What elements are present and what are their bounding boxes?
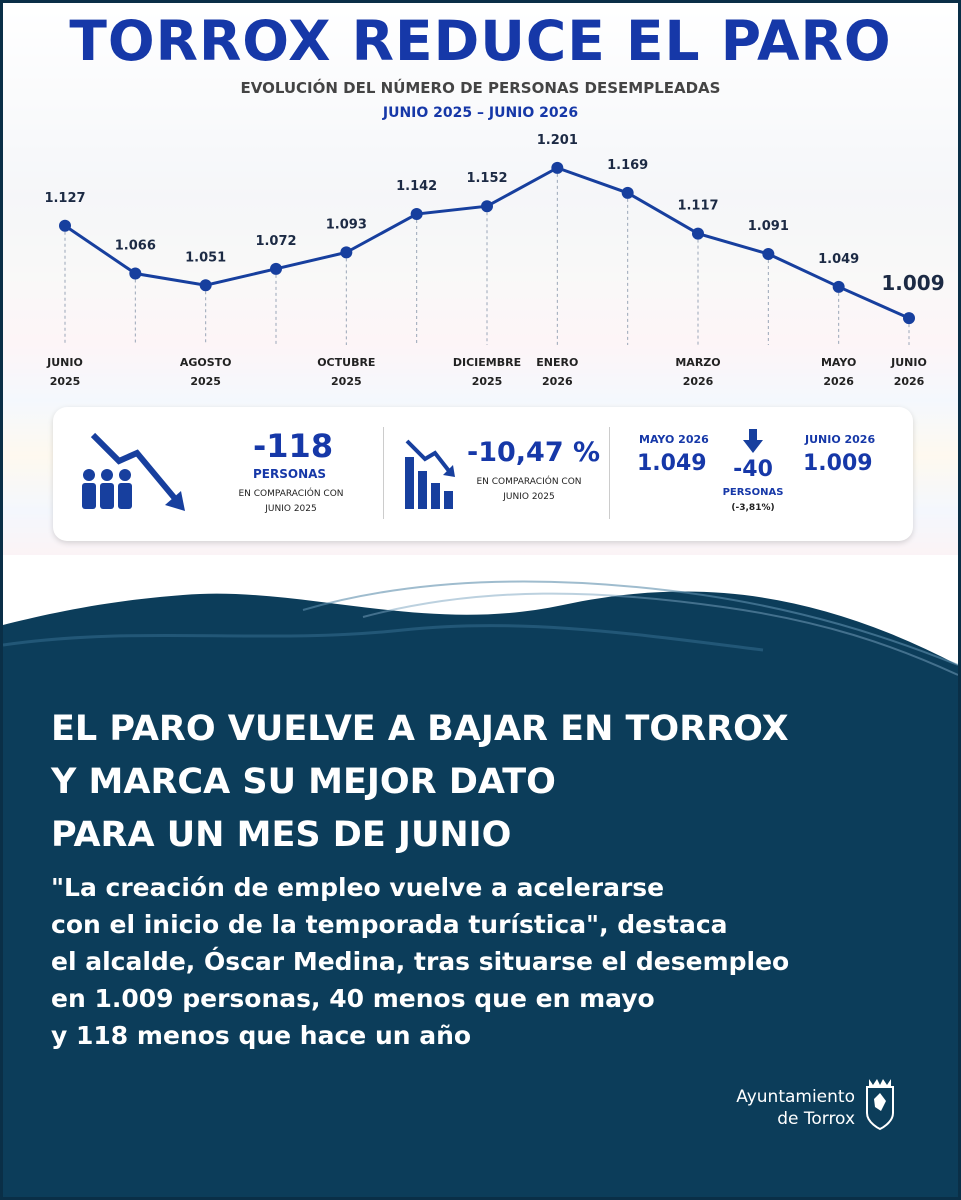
x-tick-label: JUNIO 2026 — [891, 356, 927, 388]
to-value: 1.009 — [803, 451, 873, 476]
logo-text: Ayuntamiento de Torrox — [703, 1086, 855, 1130]
data-point — [59, 219, 71, 232]
x-tick-label: MARZO 2026 — [675, 356, 721, 388]
headline-line: PARA UN MES DE JUNIO — [51, 815, 512, 855]
value-label: 1.127 — [44, 191, 85, 206]
data-point — [692, 227, 704, 240]
bars-trend-icon — [405, 439, 455, 509]
value-label: 1.051 — [185, 250, 226, 265]
from-label: MAYO 2026 — [639, 433, 709, 446]
line-chart: 1.127 1.066 1.051 1.072 1.093 1.142 1.152 1.201… — [44, 133, 945, 345]
data-point — [129, 267, 142, 280]
data-point — [551, 161, 564, 174]
quote: "La creación de empleo vuelve a acelerar… — [51, 869, 789, 1054]
wave-decoration — [3, 555, 958, 676]
x-tick-label: DICIEMBRE 2025 — [452, 356, 522, 388]
value-label: 1.201 — [537, 133, 578, 148]
annual-change: -118 — [253, 427, 334, 465]
stats-panel: -118 PERSONAS EN COMPARACIÓN CON JUNIO 2… — [53, 407, 913, 541]
data-point — [481, 200, 493, 213]
news-panel — [3, 555, 958, 1197]
data-point — [340, 246, 353, 259]
data-point — [762, 247, 775, 260]
logo-line: Ayuntamiento — [736, 1087, 855, 1107]
value-label: 1.142 — [396, 179, 437, 194]
data-point — [199, 279, 212, 292]
value-label: 1.117 — [677, 199, 718, 214]
x-tick-label: OCTUBRE 2025 — [317, 356, 376, 388]
quote-line: el alcalde, Óscar Medina, tras situarse … — [51, 947, 790, 976]
quote-line: "La creación de empleo vuelve a acelerar… — [51, 873, 665, 902]
headline: EL PARO VUELVE A BAJAR EN TORROX Y MARCA… — [51, 703, 789, 862]
value-label: 1.072 — [255, 234, 296, 249]
separator — [609, 427, 610, 519]
people-trend-icon — [82, 432, 185, 511]
value-label: 1.009 — [881, 271, 944, 295]
from-value: 1.049 — [637, 451, 707, 476]
logo-line: de Torrox — [777, 1109, 855, 1129]
subtitle: EVOLUCIÓN DEL NÚMERO DE PERSONAS DESEMPL… — [240, 79, 721, 97]
title: TORROX REDUCE EL PARO — [69, 9, 892, 73]
value-label: 1.049 — [818, 252, 859, 267]
quote-line: y 118 menos que hace un año — [51, 1021, 472, 1050]
monthly-percent: (-3,81%) — [731, 503, 775, 513]
data-point — [621, 186, 634, 199]
data-point — [903, 312, 915, 325]
headline-line: Y MARCA SU MEJOR DATO — [51, 762, 556, 802]
data-point — [832, 280, 845, 293]
annual-note: EN COMPARACIÓN CON JUNIO 2025 — [238, 489, 344, 514]
percent-note: EN COMPARACIÓN CON JUNIO 2025 — [476, 477, 582, 502]
value-label: 1.093 — [326, 217, 367, 232]
value-label: 1.066 — [115, 239, 156, 254]
quote-line: con el inicio de la temporada turística"… — [51, 910, 728, 939]
coat-of-arms — [866, 1079, 894, 1131]
x-tick-label: MAYO 2026 — [820, 356, 857, 388]
value-label: 1.169 — [607, 158, 648, 173]
value-label: 1.091 — [748, 219, 789, 234]
monthly-change: -40 — [733, 457, 773, 482]
monthly-unit: PERSONAS — [722, 487, 784, 498]
x-tick-label: JUNIO 2025 — [47, 356, 83, 388]
data-point — [410, 208, 423, 221]
period: JUNIO 2025 – JUNIO 2026 — [382, 105, 579, 121]
data-point — [270, 262, 282, 275]
percent-change: -10,47 % — [467, 437, 601, 468]
quote-line: en 1.009 personas, 40 menos que en mayo — [51, 984, 655, 1013]
x-tick-label: AGOSTO 2025 — [179, 356, 232, 388]
separator — [383, 427, 384, 519]
to-label: JUNIO 2026 — [805, 433, 876, 446]
headline-line: EL PARO VUELVE A BAJAR EN TORROX — [51, 709, 789, 749]
x-tick-label: ENERO 2026 — [536, 356, 579, 388]
annual-unit: PERSONAS — [253, 467, 327, 481]
down-arrow-icon — [743, 429, 763, 453]
value-label: 1.152 — [466, 171, 507, 186]
